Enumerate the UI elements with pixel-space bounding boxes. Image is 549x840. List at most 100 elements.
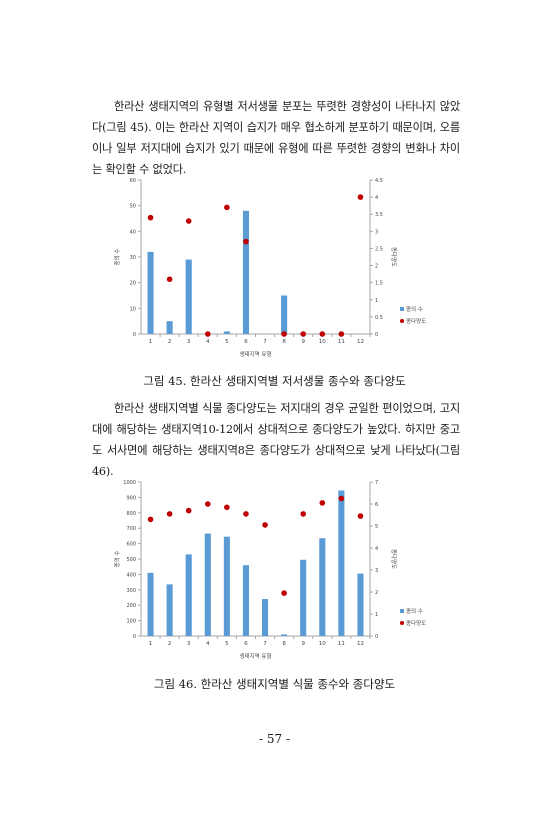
fig46-legend-dot-label: 종다양도 — [406, 619, 426, 627]
fig46-y2tick-label: 6 — [375, 502, 378, 508]
caption-fig45: 그림 45. 한라산 생태지역별 저서생물 종수와 종다양도 — [143, 374, 406, 388]
fig45-y2tick-label: 1 — [375, 298, 378, 304]
fig45-legend-dot-swatch — [400, 319, 404, 323]
fig46-dot — [147, 516, 154, 523]
fig45-dot — [185, 218, 192, 224]
fig45-y2tick-label: 4 — [375, 195, 378, 201]
fig45-ylabel: 종의 수 — [114, 249, 121, 266]
fig46-bar — [242, 565, 250, 636]
fig46-xtick-label: 8 — [282, 641, 286, 647]
fig46-xtick-label: 3 — [187, 641, 191, 647]
fig45-ytick-label: 40 — [130, 229, 136, 235]
fig46-legend-dot-swatch — [400, 621, 404, 625]
fig45-xlabel: 생태지역 유형 — [239, 350, 271, 358]
fig45-legend-bar-label: 종의 수 — [406, 306, 423, 313]
fig46-ytick-label: 100 — [126, 619, 136, 625]
fig46-ytick-label: 700 — [126, 526, 136, 532]
fig45-bar — [185, 259, 192, 334]
fig46-bar — [223, 536, 230, 636]
fig45-dot — [357, 194, 364, 200]
fig45-dot — [243, 238, 249, 245]
fig46-legend-bar-label: 종의 수 — [406, 608, 423, 615]
fig46-y2tick-label: 5 — [375, 524, 378, 530]
fig46-bar — [357, 573, 364, 636]
fig45-legend-bar-swatch — [400, 307, 404, 311]
fig46-ytick-label: 800 — [126, 511, 136, 517]
fig46-ytick-label: 600 — [126, 542, 136, 548]
fig46-ytick-label: 1000 — [123, 480, 136, 486]
fig46-y2tick-label: 7 — [375, 480, 378, 486]
fig46-xtick-label: 6 — [244, 641, 248, 647]
fig45-dot — [147, 214, 154, 221]
fig46-dot — [338, 495, 345, 502]
fig45-xtick-label: 4 — [206, 339, 210, 345]
fig45-ytick-label: 0 — [133, 332, 136, 338]
fig45-legend-dot-label: 종다양도 — [406, 317, 426, 325]
fig45-xtick-label: 5 — [225, 339, 229, 345]
fig46-y2tick-label: 2 — [375, 590, 378, 596]
fig46-dot — [204, 501, 211, 507]
fig45-y2tick-label: 2.5 — [375, 246, 383, 252]
caption-fig46: 그림 46. 한라산 생태지역별 식물 종수와 종다양도 — [153, 677, 396, 691]
fig45-dot — [338, 331, 345, 337]
fig45-xtick-label: 2 — [168, 339, 172, 345]
fig46-bar — [204, 533, 211, 636]
fig45-y2label: 종다양도 — [390, 247, 398, 267]
fig46-ytick-label: 200 — [126, 603, 136, 609]
fig46-ytick-label: 900 — [126, 495, 136, 501]
fig45-bar — [242, 210, 250, 334]
fig46-dot — [224, 504, 230, 511]
fig45-y2tick-label: 1.5 — [375, 281, 383, 287]
fig46-bar — [166, 584, 173, 636]
fig45-xtick-label: 7 — [263, 339, 267, 345]
fig45-y2tick-label: 0 — [375, 332, 378, 338]
fig46-dot — [357, 513, 364, 519]
fig46-xtick-label: 5 — [225, 641, 229, 647]
fig46-bar — [319, 538, 326, 636]
fig46-y2tick-label: 0 — [375, 634, 378, 640]
fig46-bar — [185, 554, 192, 636]
fig45-ytick-label: 10 — [130, 306, 136, 312]
fig46-xtick-label: 7 — [263, 641, 267, 647]
chart-fig45: 0 10 20 30 40 50 60 0 0.5 1 1.5 2 2.5 3 3.5 4 4.5 1 2 3 4 5 6 7… — [108, 170, 448, 366]
fig45-xtick-label: 9 — [301, 339, 305, 345]
fig45-dot — [319, 331, 326, 337]
fig46-xlabel: 생태지역 유형 — [239, 652, 271, 660]
fig45-xtick-label: 6 — [244, 339, 248, 345]
fig46-ytick-label: 400 — [126, 572, 136, 578]
fig46-xtick-label: 11 — [338, 641, 345, 647]
fig46-xtick-label: 10 — [319, 641, 326, 647]
fig46-xtick-label: 9 — [301, 641, 305, 647]
fig45-xtick-label: 8 — [282, 339, 286, 345]
fig45-ytick-label: 50 — [130, 204, 136, 210]
fig45-dot — [281, 331, 287, 337]
fig45-y2tick-label: 3 — [375, 229, 378, 235]
fig45-dot — [204, 331, 211, 337]
fig45-ytick-label: 30 — [130, 255, 136, 261]
fig46-bar — [281, 634, 288, 636]
fig45-dot — [166, 276, 173, 283]
fig46-xtick-label: 12 — [357, 641, 364, 647]
fig46-bar — [300, 559, 307, 636]
fig45-y2tick-label: 0.5 — [375, 315, 383, 321]
fig45-dot — [300, 331, 307, 337]
fig46-dot — [281, 590, 287, 596]
paragraph-1: 한라산 생태지역의 유형별 저서생물 분포는 뚜렷한 경향성이 나타나지 않았다… — [92, 100, 460, 176]
fig46-y2tick-label: 4 — [375, 546, 378, 552]
fig45-xtick-label: 12 — [357, 339, 364, 345]
fig45-y2tick-label: 2 — [375, 264, 378, 270]
fig46-ytick-label: 300 — [126, 588, 136, 594]
fig46-xtick-label: 4 — [206, 641, 210, 647]
fig46-ytick-label: 0 — [133, 634, 136, 640]
chart-fig46: 0 100 200 300 400 500 600 700 800 900 1000 0 1 2 3 4 5 6 7… — [108, 472, 448, 668]
fig46-dot — [319, 500, 326, 506]
paragraph-2: 한라산 생태지역별 식물 종다양도는 저지대의 경우 균일한 편이었으며, 고지… — [92, 402, 460, 478]
fig46-dot — [185, 507, 192, 514]
chart-fig46-svg: 0 100 200 300 400 500 600 700 800 900 1000 0 12 3 4 5 6 7… — [114, 480, 426, 660]
fig46-ytick-label: 500 — [126, 557, 136, 563]
fig46-xtick-label: 2 — [168, 641, 172, 647]
fig45-ytick-label: 60 — [130, 178, 136, 184]
fig45-y2tick-label: 4.5 — [375, 178, 383, 184]
fig45-bar — [147, 251, 154, 334]
fig45-bar — [281, 295, 288, 334]
